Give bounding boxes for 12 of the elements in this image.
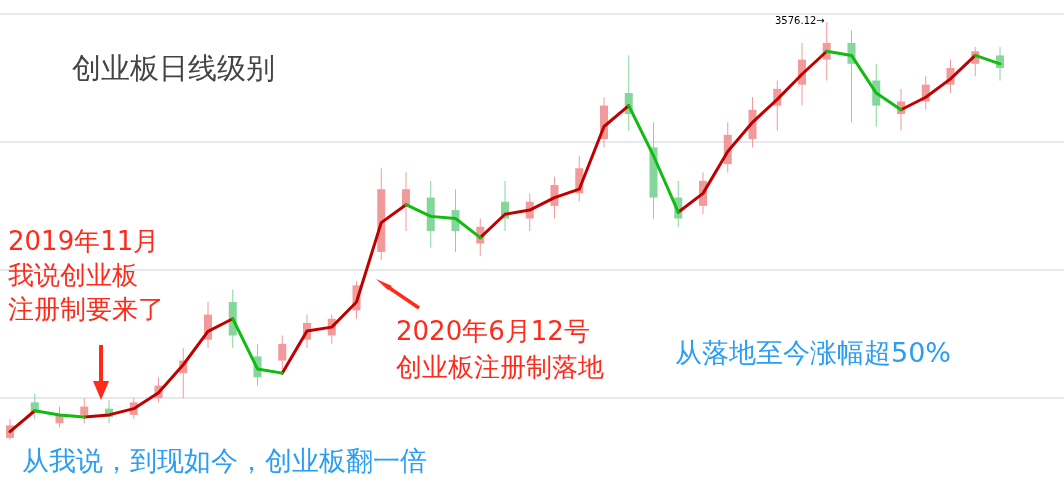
annotation: 注册制要来了 [8, 294, 164, 324]
annotation: 从落地至今涨幅超50% [675, 337, 952, 368]
text: 从我说，到现如今，创业板翻一倍 [22, 445, 427, 476]
candlestick [278, 335, 287, 370]
annotation: 2020年6月12号 [396, 316, 590, 346]
annotation: 3576.12→ [775, 15, 825, 26]
annotation: 创业板注册制落地 [396, 352, 604, 382]
text: 创业板日线级别 [72, 51, 275, 85]
annotation: 我说创业板 [8, 260, 138, 290]
candlestick [402, 171, 410, 232]
candlestick [80, 397, 89, 424]
annotation: 2019年11月 [8, 226, 160, 256]
